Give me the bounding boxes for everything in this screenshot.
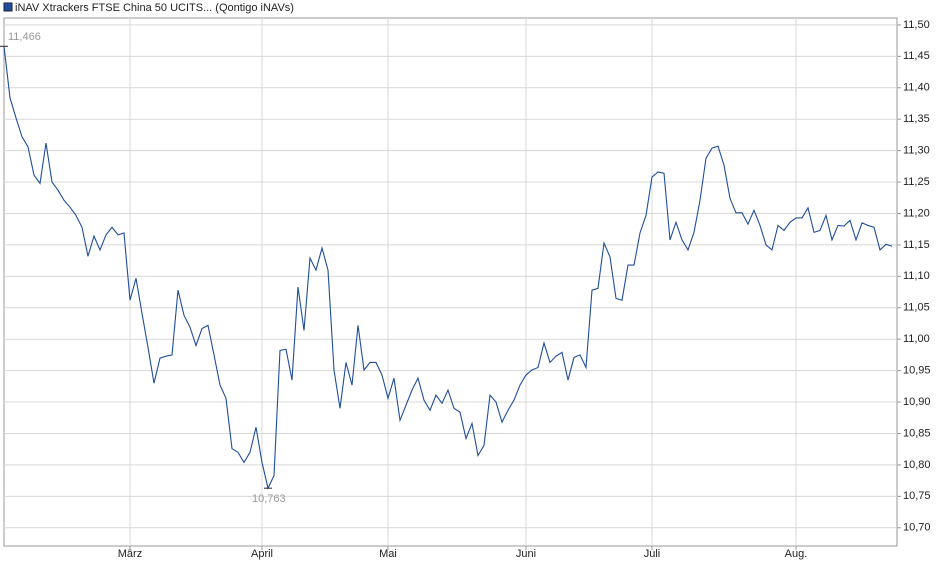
- x-tick-label: Juli: [644, 548, 661, 560]
- y-tick-label: 11,10: [903, 270, 930, 282]
- x-tick-label: Juni: [516, 548, 536, 560]
- y-tick-label: 10,80: [903, 459, 931, 471]
- y-tick-label: 11,50: [903, 19, 930, 31]
- value-label: 11,466: [8, 31, 41, 43]
- y-tick-label: 11,30: [903, 145, 930, 157]
- y-tick-label: 10,95: [903, 365, 931, 377]
- line-series: [3, 46, 893, 490]
- y-tick-label: 11,20: [903, 207, 930, 219]
- y-tick-label: 11,05: [903, 302, 930, 314]
- value-label: 10,763: [252, 493, 286, 505]
- legend-label: iNAV Xtrackers FTSE China 50 UCITS... (Q…: [15, 2, 294, 14]
- y-tick-label: 11,25: [903, 176, 930, 188]
- plot-frame: [3, 17, 898, 547]
- y-tick-label: 11,15: [903, 239, 930, 251]
- y-tick-label: 10,75: [903, 490, 931, 502]
- x-tick-label: Aug.: [785, 548, 808, 560]
- y-tick-label: 11,35: [903, 113, 930, 125]
- x-tick-label: Mai: [379, 548, 397, 560]
- y-tick-label: 11,45: [903, 50, 930, 62]
- legend-swatch: [3, 2, 13, 12]
- y-tick-label: 10,90: [903, 396, 931, 408]
- y-tick-label: 10,85: [903, 427, 931, 439]
- x-tick-label: März: [118, 548, 142, 560]
- y-tick-label: 11,40: [903, 82, 930, 94]
- x-tick-label: April: [251, 548, 273, 560]
- y-tick-label: 10,70: [903, 522, 931, 534]
- y-tick-label: 11,00: [903, 333, 930, 345]
